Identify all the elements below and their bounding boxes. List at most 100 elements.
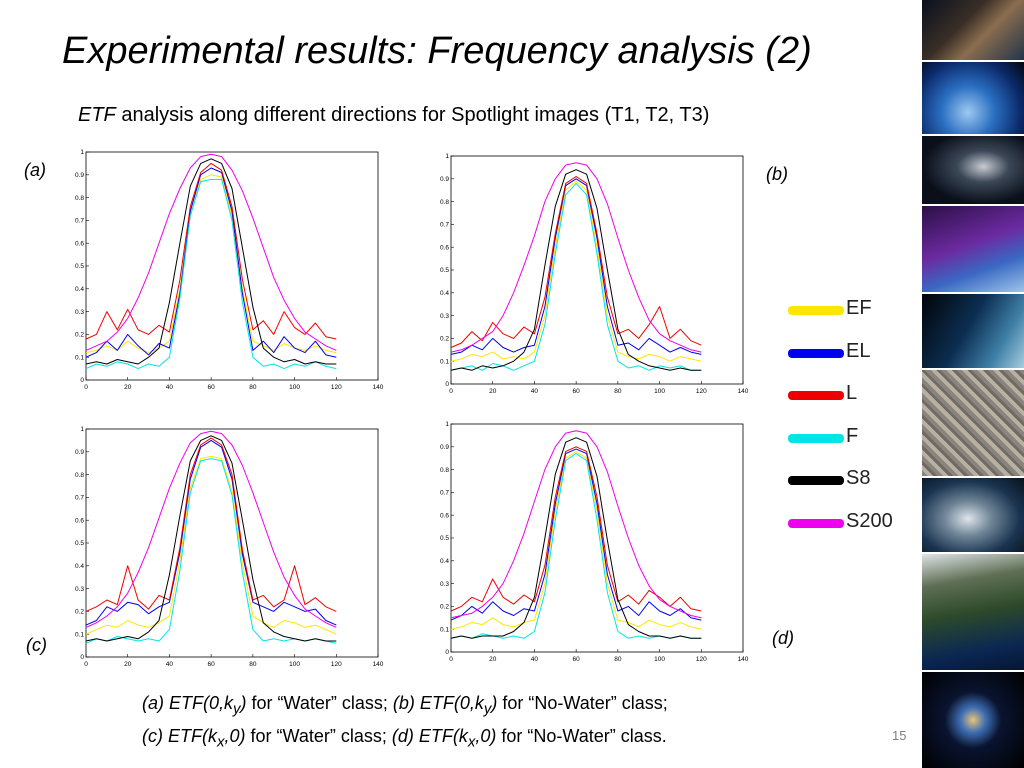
series-line-ef bbox=[85, 455, 337, 635]
figure-caption: (a) ETF(0,ky) for “Water” class; (b) ETF… bbox=[142, 690, 668, 755]
y-tick-label: 0.6 bbox=[440, 244, 449, 251]
y-tick-label: 0.6 bbox=[75, 240, 84, 247]
y-tick-label: 0 bbox=[80, 654, 84, 661]
plot-area bbox=[450, 155, 744, 385]
x-tick-label: 100 bbox=[289, 661, 300, 668]
x-tick-label: 80 bbox=[614, 656, 622, 663]
series-line-s200 bbox=[85, 430, 337, 628]
slide-title: Experimental results: Frequency analysis… bbox=[62, 30, 812, 72]
x-tick-label: 140 bbox=[738, 388, 749, 395]
y-tick-label: 0.9 bbox=[75, 449, 84, 456]
earth-globe-image bbox=[922, 62, 1024, 134]
legend-swatch-f bbox=[788, 433, 844, 443]
x-tick-label: 0 bbox=[84, 661, 88, 668]
x-tick-label: 60 bbox=[573, 656, 581, 663]
y-tick-label: 0.3 bbox=[75, 309, 84, 316]
y-tick-label: 0.1 bbox=[75, 354, 84, 361]
y-tick-label: 1 bbox=[80, 426, 84, 433]
chart-d-svg: 0 20 40 60 80 100 120 140 0 0.1 0.2 0.3 0.4 0.5 0.6 0.7… bbox=[440, 421, 749, 663]
plot-area bbox=[450, 423, 744, 653]
plot-area bbox=[85, 151, 379, 381]
series-line-l bbox=[450, 176, 702, 348]
satellite-image bbox=[922, 136, 1024, 204]
series-line-s200 bbox=[450, 162, 702, 353]
chart-panel-a: 0 20 40 60 80 100 120 140 0 0.1 0.2 0.3 0.4 0.5 0.6 0.7… bbox=[68, 144, 390, 399]
y-tick-label: 0.4 bbox=[440, 558, 449, 565]
x-tick-label: 0 bbox=[84, 384, 88, 391]
chart-panel-c: 0 20 40 60 80 100 120 140 0 0.1 0.2 0.3 0.4 0.5 0.6 0.7… bbox=[68, 421, 390, 676]
y-tick-label: 0.1 bbox=[75, 631, 84, 638]
series-line-el bbox=[85, 439, 337, 626]
y-tick-label: 0.4 bbox=[75, 563, 84, 570]
caption-d: (d) ETF(kx,0) bbox=[392, 725, 497, 751]
legend-label-s200: S200 bbox=[846, 509, 893, 532]
panel-label-c: (c) bbox=[26, 635, 47, 655]
x-tick-label: 60 bbox=[208, 384, 216, 391]
x-tick-label: 80 bbox=[249, 661, 257, 668]
y-tick-label: 0 bbox=[445, 649, 449, 656]
y-tick-label: 0.9 bbox=[440, 444, 449, 451]
series-line-s8 bbox=[85, 158, 337, 365]
plot-area bbox=[85, 428, 379, 658]
y-tick-label: 0.5 bbox=[75, 263, 84, 270]
x-tick-label: 80 bbox=[614, 388, 622, 395]
series-line-ef bbox=[450, 180, 702, 362]
x-tick-label: 40 bbox=[166, 661, 174, 668]
x-tick-label: 100 bbox=[654, 656, 665, 663]
y-tick-label: 1 bbox=[445, 153, 449, 160]
legend-item-s200: S200 bbox=[786, 507, 906, 550]
panel-label-b: (b) bbox=[766, 164, 788, 184]
legend-item-ef: EF bbox=[786, 294, 906, 337]
legend-label-l: L bbox=[846, 382, 858, 404]
satellite-over-earth-image bbox=[922, 206, 1024, 292]
legend-label-el: EL bbox=[846, 339, 871, 362]
y-tick-label: 0.6 bbox=[440, 512, 449, 519]
caption-c-desc: for “Water” class; bbox=[245, 725, 392, 746]
x-tick-label: 120 bbox=[696, 388, 707, 395]
y-tick-label: 0.2 bbox=[440, 336, 449, 343]
x-tick-label: 120 bbox=[331, 384, 342, 391]
legend-swatch-s8 bbox=[788, 476, 844, 485]
y-tick-label: 0.5 bbox=[440, 267, 449, 274]
y-tick-label: 0.8 bbox=[440, 467, 449, 474]
caption-c-sub: x bbox=[216, 733, 225, 751]
series-line-s200 bbox=[85, 153, 337, 351]
y-tick-label: 0.4 bbox=[75, 286, 84, 293]
series-line-ef bbox=[450, 450, 702, 630]
y-tick-label: 0.2 bbox=[75, 609, 84, 616]
x-tick-label: 140 bbox=[373, 661, 384, 668]
caption-b-desc: for “No-Water” class; bbox=[497, 693, 668, 713]
series-line-s8 bbox=[450, 169, 702, 371]
y-tick-label: 0.9 bbox=[75, 172, 84, 179]
chart-a-svg: 0 20 40 60 80 100 120 140 0 0.1 0.2 0.3 0.4 0.5 0.6 0.7… bbox=[75, 149, 384, 391]
y-tick-label: 0.5 bbox=[440, 535, 449, 542]
x-tick-label: 40 bbox=[531, 656, 539, 663]
y-tick-label: 0.1 bbox=[440, 626, 449, 633]
space-station-image bbox=[922, 478, 1024, 552]
legend-label-ef: EF bbox=[846, 297, 872, 319]
chart-b-svg: 0 20 40 60 80 100 120 140 0 0.1 0.2 0.3 0.4 0.5 0.6 0.7… bbox=[440, 153, 749, 395]
legend-swatch-l bbox=[788, 391, 844, 400]
caption-a-text: (a) ETF(0,k bbox=[142, 693, 234, 713]
chart-c-svg: 0 20 40 60 80 100 120 140 0 0.1 0.2 0.3 0.4 0.5 0.6 0.7… bbox=[75, 426, 384, 668]
page-number: 15 bbox=[892, 728, 907, 743]
x-tick-label: 20 bbox=[489, 388, 497, 395]
satellite-orbits-image bbox=[922, 672, 1024, 768]
y-tick-label: 0.2 bbox=[75, 332, 84, 339]
italy-satellite-view-image bbox=[922, 554, 1024, 670]
y-tick-label: 0.2 bbox=[440, 604, 449, 611]
panel-label-d: (d) bbox=[772, 628, 794, 648]
x-tick-label: 40 bbox=[166, 384, 174, 391]
caption-b-close: ) bbox=[491, 693, 498, 713]
legend-swatch-el bbox=[788, 348, 844, 358]
y-tick-label: 0.8 bbox=[440, 199, 449, 206]
caption-d-close: ,0) bbox=[475, 725, 497, 746]
y-tick-label: 0.1 bbox=[440, 358, 449, 365]
y-tick-label: 0.3 bbox=[440, 581, 449, 588]
city-aerial-image bbox=[922, 370, 1024, 476]
side-image-strip bbox=[922, 0, 1024, 768]
y-tick-label: 0.3 bbox=[440, 313, 449, 320]
series-line-s8 bbox=[450, 437, 702, 639]
x-tick-label: 140 bbox=[738, 656, 749, 663]
y-tick-label: 0.8 bbox=[75, 472, 84, 479]
